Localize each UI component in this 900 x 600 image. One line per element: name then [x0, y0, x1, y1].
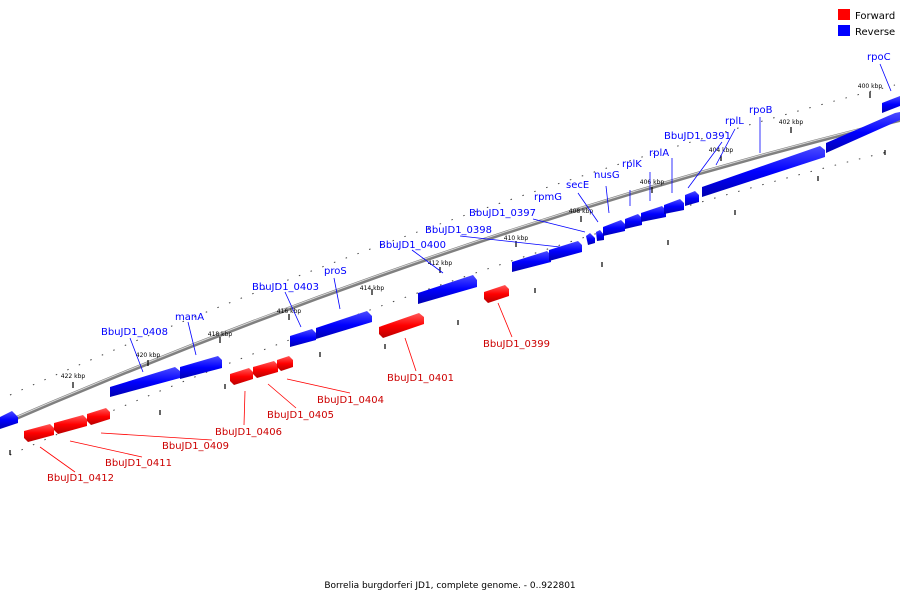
scale-line-upper — [9, 84, 896, 396]
gene-label-rpoB[interactable]: rpoB — [749, 105, 773, 116]
scale-ticks — [9, 92, 886, 455]
gene-label-rpoC[interactable]: rpoC — [867, 52, 891, 63]
gene-label-proS[interactable]: proS — [324, 266, 347, 277]
scale-tick-label: 416 kbp — [277, 308, 302, 315]
gene-arrow[interactable] — [484, 285, 509, 303]
gene-arrow[interactable] — [180, 356, 222, 379]
scale-tick-labels: 400 kbp 402 kbp 404 kbp 406 kbp 408 kbp 410 k… — [61, 83, 883, 380]
gene-arrow[interactable] — [24, 424, 54, 442]
gene-label-BbuJD1_0399[interactable]: BbuJD1_0399 — [483, 339, 550, 350]
gene-arrow[interactable] — [603, 220, 625, 236]
legend-swatch-reverse — [838, 25, 850, 36]
gene-arrow[interactable] — [253, 361, 278, 378]
legend: Forward Reverse — [838, 9, 895, 38]
legend-swatch-forward — [838, 9, 850, 20]
gene-label-BbuJD1_0406[interactable]: BbuJD1_0406 — [215, 427, 282, 438]
gene-arrow[interactable] — [625, 214, 642, 229]
reverse-gene-labels: rpoC rpoB rplL BbuJD1_0391 rplA rplK nus… — [101, 52, 892, 373]
scale-tick-label: 406 kbp — [640, 179, 665, 186]
scale-tick-label: 418 kbp — [208, 331, 233, 338]
scale-line-lower — [9, 149, 896, 456]
scale-tick-label: 408 kbp — [569, 208, 594, 215]
gene-arrow[interactable] — [110, 367, 180, 397]
gene-arrow[interactable] — [0, 411, 18, 429]
gene-arrow[interactable] — [512, 251, 551, 272]
reverse-genes — [0, 96, 900, 429]
gene-label-BbuJD1_0409[interactable]: BbuJD1_0409 — [162, 441, 229, 452]
gene-label-BbuJD1_0397[interactable]: BbuJD1_0397 — [469, 208, 536, 219]
gene-arrow[interactable] — [882, 96, 900, 113]
gene-arrow[interactable] — [826, 112, 900, 153]
genome-backbone-highlight — [0, 118, 900, 425]
gene-arrow[interactable] — [549, 241, 582, 261]
gene-arrow[interactable] — [54, 415, 87, 434]
gene-label-secE[interactable]: secE — [566, 180, 589, 191]
gene-label-BbuJD1_0408[interactable]: BbuJD1_0408 — [101, 327, 168, 338]
gene-arrow[interactable] — [87, 408, 110, 425]
gene-arrow[interactable] — [290, 329, 316, 347]
gene-arrow[interactable] — [316, 311, 372, 339]
gene-label-BbuJD1_0411[interactable]: BbuJD1_0411 — [105, 458, 172, 469]
gene-arrow[interactable] — [596, 230, 604, 241]
gene-label-BbuJD1_0398[interactable]: BbuJD1_0398 — [425, 225, 492, 236]
gene-label-BbuJD1_0412[interactable]: BbuJD1_0412 — [47, 473, 114, 484]
gene-label-BbuJD1_0391[interactable]: BbuJD1_0391 — [664, 131, 731, 142]
scale-tick-label: 412 kbp — [428, 260, 453, 267]
gene-arrow[interactable] — [230, 368, 253, 385]
gene-label-BbuJD1_0400[interactable]: BbuJD1_0400 — [379, 240, 446, 251]
scale-tick-label: 414 kbp — [360, 285, 385, 292]
gene-arrow[interactable] — [685, 191, 699, 206]
genome-caption: Borrelia burgdorferi JD1, complete genom… — [324, 581, 575, 591]
scale-tick-label: 410 kbp — [504, 235, 529, 242]
genome-backbone — [0, 118, 900, 427]
gene-arrow[interactable] — [641, 206, 666, 222]
scale-tick-label: 420 kbp — [136, 352, 161, 359]
scale-tick-label: 422 kbp — [61, 373, 86, 380]
gene-label-BbuJD1_0403[interactable]: BbuJD1_0403 — [252, 282, 319, 293]
gene-label-rpmG[interactable]: rpmG — [534, 192, 562, 203]
legend-label-reverse: Reverse — [855, 27, 895, 38]
gene-label-BbuJD1_0404[interactable]: BbuJD1_0404 — [317, 395, 384, 406]
gene-arrow[interactable] — [277, 356, 293, 371]
gene-label-rplA[interactable]: rplA — [649, 148, 669, 159]
forward-gene-labels: BbuJD1_0399 BbuJD1_0401 BbuJD1_0404 BbuJ… — [39, 302, 550, 484]
gene-label-rplK[interactable]: rplK — [622, 159, 642, 170]
gene-label-manA[interactable]: manA — [175, 312, 204, 323]
scale-tick-label: 402 kbp — [779, 119, 804, 126]
forward-genes — [24, 285, 509, 442]
gene-arrow[interactable] — [664, 199, 684, 214]
scale-tick-label: 404 kbp — [709, 147, 734, 154]
gene-label-rplL[interactable]: rplL — [725, 116, 744, 127]
legend-label-forward: Forward — [855, 11, 895, 22]
gene-arrow[interactable] — [418, 275, 477, 304]
gene-arrow[interactable] — [586, 233, 595, 245]
gene-arrow[interactable] — [702, 146, 825, 197]
gene-arrow[interactable] — [379, 313, 424, 338]
gene-label-BbuJD1_0401[interactable]: BbuJD1_0401 — [387, 373, 454, 384]
gene-label-nusG[interactable]: nusG — [594, 170, 620, 181]
scale-tick-label: 400 kbp — [858, 83, 883, 90]
gene-label-BbuJD1_0405[interactable]: BbuJD1_0405 — [267, 410, 334, 421]
